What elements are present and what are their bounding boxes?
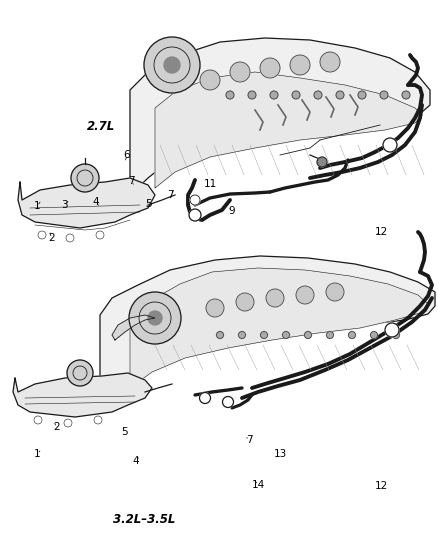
Text: 3: 3 bbox=[61, 200, 68, 209]
Circle shape bbox=[200, 70, 220, 90]
Text: 7: 7 bbox=[128, 176, 135, 186]
Text: 2: 2 bbox=[48, 233, 55, 243]
Circle shape bbox=[67, 360, 93, 386]
Text: 5: 5 bbox=[145, 199, 152, 209]
Circle shape bbox=[199, 392, 211, 403]
Polygon shape bbox=[13, 373, 152, 417]
Polygon shape bbox=[155, 72, 422, 188]
Circle shape bbox=[392, 332, 399, 338]
Circle shape bbox=[216, 332, 223, 338]
Circle shape bbox=[261, 332, 268, 338]
Text: 5: 5 bbox=[121, 427, 128, 437]
Text: 12: 12 bbox=[374, 481, 388, 491]
Circle shape bbox=[283, 332, 290, 338]
Text: 3.2L–3.5L: 3.2L–3.5L bbox=[113, 513, 176, 526]
Circle shape bbox=[380, 91, 388, 99]
Circle shape bbox=[266, 289, 284, 307]
Text: 1: 1 bbox=[34, 449, 41, 459]
Circle shape bbox=[239, 332, 246, 338]
Circle shape bbox=[34, 416, 42, 424]
Text: 12: 12 bbox=[374, 227, 388, 237]
Circle shape bbox=[358, 91, 366, 99]
Circle shape bbox=[317, 157, 327, 167]
Text: 7: 7 bbox=[246, 435, 253, 445]
Circle shape bbox=[385, 323, 399, 337]
Circle shape bbox=[290, 55, 310, 75]
Text: 14: 14 bbox=[252, 480, 265, 490]
Text: 1: 1 bbox=[34, 201, 41, 211]
Circle shape bbox=[383, 138, 397, 152]
Circle shape bbox=[296, 286, 314, 304]
Text: 2: 2 bbox=[53, 423, 60, 432]
Circle shape bbox=[314, 91, 322, 99]
Circle shape bbox=[326, 332, 333, 338]
Circle shape bbox=[66, 234, 74, 242]
Circle shape bbox=[270, 91, 278, 99]
Circle shape bbox=[144, 37, 200, 93]
Circle shape bbox=[402, 91, 410, 99]
Polygon shape bbox=[18, 178, 155, 228]
Circle shape bbox=[236, 293, 254, 311]
Circle shape bbox=[190, 195, 200, 205]
Polygon shape bbox=[130, 38, 430, 195]
Circle shape bbox=[371, 332, 378, 338]
Text: 13: 13 bbox=[274, 449, 287, 459]
Circle shape bbox=[304, 332, 311, 338]
Text: 6: 6 bbox=[124, 150, 131, 159]
Circle shape bbox=[349, 332, 356, 338]
Circle shape bbox=[94, 416, 102, 424]
Text: 11: 11 bbox=[204, 179, 217, 189]
Text: 4: 4 bbox=[132, 456, 139, 466]
Circle shape bbox=[320, 52, 340, 72]
Circle shape bbox=[189, 209, 201, 221]
Circle shape bbox=[326, 283, 344, 301]
Polygon shape bbox=[112, 315, 155, 340]
Circle shape bbox=[129, 292, 181, 344]
Circle shape bbox=[248, 91, 256, 99]
Circle shape bbox=[206, 299, 224, 317]
Circle shape bbox=[38, 231, 46, 239]
Circle shape bbox=[71, 164, 99, 192]
Circle shape bbox=[96, 231, 104, 239]
Polygon shape bbox=[130, 268, 428, 388]
Text: 4: 4 bbox=[92, 197, 99, 207]
Text: 9: 9 bbox=[229, 206, 236, 215]
Circle shape bbox=[292, 91, 300, 99]
Circle shape bbox=[260, 58, 280, 78]
Circle shape bbox=[223, 397, 233, 408]
Circle shape bbox=[64, 419, 72, 427]
Polygon shape bbox=[100, 256, 435, 395]
Circle shape bbox=[230, 62, 250, 82]
Circle shape bbox=[226, 91, 234, 99]
Circle shape bbox=[164, 57, 180, 73]
Circle shape bbox=[336, 91, 344, 99]
Text: 2.7L: 2.7L bbox=[87, 120, 115, 133]
Text: 7: 7 bbox=[167, 190, 174, 199]
Circle shape bbox=[148, 311, 162, 325]
